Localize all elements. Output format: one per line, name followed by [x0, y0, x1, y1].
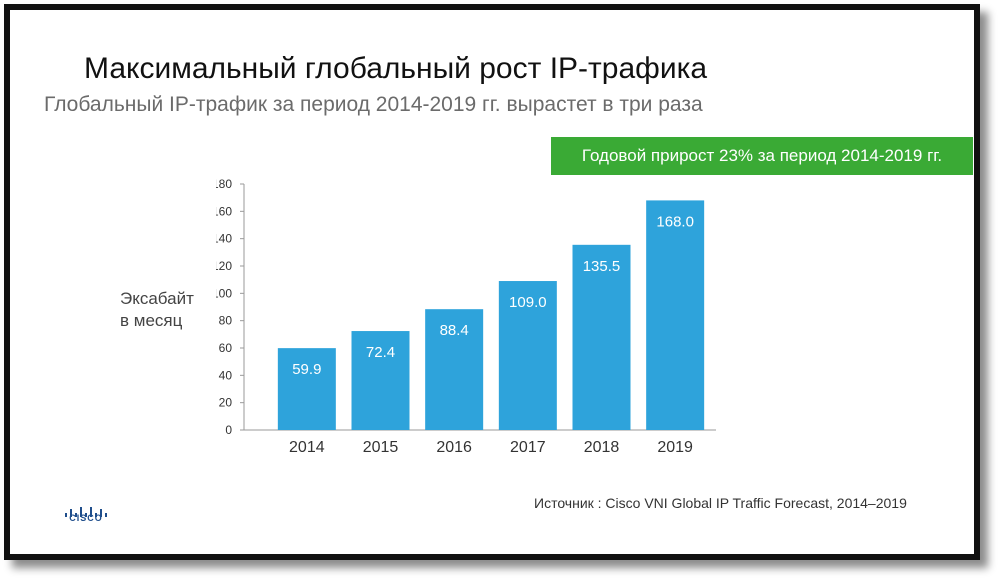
x-tick-label-2015: 2015 — [363, 439, 399, 456]
bar-value-label-2018: 135.5 — [583, 258, 621, 275]
source-note: Источник : Cisco VNI Global IP Traffic F… — [534, 495, 907, 511]
cisco-logo-text: CISCO — [69, 513, 103, 523]
bar-2015 — [351, 331, 410, 430]
bar-value-label-2015: 72.4 — [366, 344, 395, 361]
bar-2019 — [646, 200, 705, 430]
y-tick-label: 40 — [219, 368, 233, 382]
bar-chart: 0 20 40 60 80 100 120 140 160 180 59.9 2014 72.4 2015… — [216, 177, 716, 456]
cisco-logo-icon — [65, 507, 107, 517]
x-tick-label-2019: 2019 — [657, 439, 693, 456]
y-tick-label: 20 — [219, 396, 233, 410]
y-tick-label: 60 — [219, 341, 233, 355]
bar-value-label-2014: 59.9 — [292, 361, 321, 378]
y-axis-label-line-2: в месяц — [120, 311, 183, 330]
growth-banner: Годовой прирост 23% за период 2014-2019 … — [551, 137, 973, 175]
bar-value-label-2019: 168.0 — [656, 213, 694, 230]
bar-2016 — [425, 309, 484, 430]
bar-value-label-2017: 109.0 — [509, 294, 547, 311]
bar-2018 — [572, 244, 631, 430]
x-tick-label-2017: 2017 — [510, 439, 546, 456]
y-tick-label: 80 — [219, 314, 233, 328]
x-tick-label-2014: 2014 — [289, 439, 325, 456]
y-axis-label-line-1: Эксабайт — [120, 289, 194, 308]
x-tick-label-2016: 2016 — [436, 439, 472, 456]
bar-2017 — [498, 281, 557, 430]
y-tick-label: 120 — [216, 259, 232, 273]
x-tick-label-2018: 2018 — [584, 439, 620, 456]
y-tick-label: 100 — [216, 286, 232, 300]
slide-title: Максимальный глобальный рост IP-трафика — [84, 52, 708, 85]
y-axis-label: Эксабайт в месяц — [120, 288, 194, 332]
bar-value-label-2016: 88.4 — [440, 322, 469, 339]
y-tick-label: 140 — [216, 232, 232, 246]
y-tick-label: 160 — [216, 204, 232, 218]
slide-frame — [4, 4, 980, 560]
bar-2014 — [277, 348, 336, 430]
y-tick-label: 180 — [216, 177, 232, 191]
slide-subtitle: Глобальный IP-трафик за период 2014-2019… — [44, 93, 703, 116]
y-tick-label: 0 — [225, 423, 232, 437]
